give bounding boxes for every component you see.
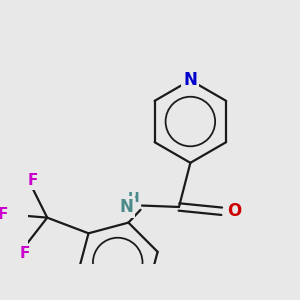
Text: F: F [28,173,38,188]
Text: O: O [227,202,242,220]
Text: N: N [119,198,133,216]
Text: F: F [0,207,8,222]
Text: N: N [183,71,197,89]
Text: H: H [128,190,139,205]
Text: F: F [19,246,30,261]
